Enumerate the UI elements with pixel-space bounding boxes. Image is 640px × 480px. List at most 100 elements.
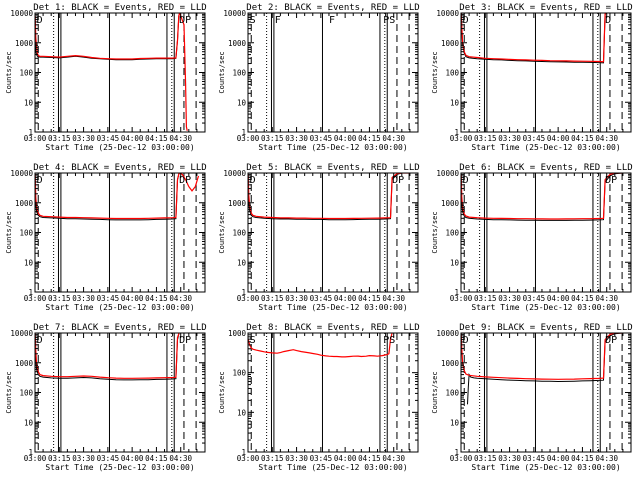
event-marker-label: PS (383, 335, 395, 346)
y-axis-label: Counts/sec (218, 371, 226, 413)
x-tick-label: 03:00 (24, 454, 47, 463)
event-marker-label: PS (383, 15, 395, 26)
event-marker-label: D (37, 335, 43, 346)
x-tick-label: 04:00 (121, 294, 144, 303)
event-marker-label: DP (179, 175, 191, 186)
x-tick-label: 03:45 (523, 134, 546, 143)
x-tick-label: 03:45 (310, 454, 333, 463)
y-tick-label: 1 (241, 448, 246, 457)
y-tick-label: 10 (237, 258, 247, 267)
chart-title: Det 7: BLACK = Events, RED = LLD (33, 323, 206, 333)
x-tick-label: 04:15 (145, 294, 168, 303)
chart-title: Det 8: BLACK = Events, RED = LLD (246, 323, 419, 333)
x-axis-label: Start Time (25-Dec-12 03:00:00) (45, 303, 194, 312)
y-tick-label: 10 (450, 98, 460, 107)
x-tick-label: 03:00 (24, 294, 47, 303)
series-line-lld (248, 333, 393, 358)
event-marker-label: D (463, 15, 469, 26)
y-axis-label: Counts/sec (431, 51, 439, 93)
series-line-lld (35, 13, 188, 131)
x-tick-label: 04:00 (121, 134, 144, 143)
x-tick-label: 03:30 (285, 294, 308, 303)
x-tick-label: 03:30 (285, 454, 308, 463)
chart-title: Det 1: BLACK = Events, RED = LLD (33, 3, 206, 13)
y-tick-label: 1000 (441, 39, 460, 48)
y-tick-label: 10000 (223, 169, 246, 178)
x-tick-label: 04:30 (382, 454, 405, 463)
y-axis-label: Counts/sec (5, 211, 13, 253)
y-axis-label: Counts/sec (218, 211, 226, 253)
x-axis-label: Start Time (25-Dec-12 03:00:00) (45, 463, 194, 472)
x-tick-label: 04:00 (334, 294, 357, 303)
y-tick-label: 1 (241, 288, 246, 297)
y-tick-label: 100 (445, 389, 459, 398)
panel-det-3: Det 3: BLACK = Events, RED = LLD D D 1 10 100… (431, 3, 633, 152)
x-tick-label: 04:15 (358, 134, 381, 143)
y-tick-label: 1 (28, 288, 33, 297)
x-tick-label: 03:15 (48, 294, 71, 303)
series-line-events (35, 13, 181, 61)
x-tick-label: 04:00 (547, 294, 570, 303)
y-tick-label: 1000 (228, 329, 247, 338)
x-tick-label: 03:00 (237, 454, 260, 463)
x-tick-label: 04:15 (145, 454, 168, 463)
y-tick-label: 1 (454, 448, 459, 457)
event-marker-label: DP (605, 335, 617, 346)
y-tick-label: 1 (454, 288, 459, 297)
x-tick-label: 03:30 (498, 454, 521, 463)
x-tick-label: 04:30 (595, 134, 618, 143)
x-tick-label: 03:45 (310, 134, 333, 143)
y-tick-label: 100 (445, 69, 459, 78)
panel-det-7: Det 7: BLACK = Events, RED = LLD D DP 1 10 10… (5, 323, 207, 472)
event-marker-label: DP (179, 335, 191, 346)
y-tick-label: 100 (19, 69, 33, 78)
x-tick-label: 03:15 (474, 454, 497, 463)
series-line-lld (461, 173, 623, 220)
series-line-events (35, 333, 180, 381)
y-axis-label: Counts/sec (431, 211, 439, 253)
y-tick-label: 1 (454, 128, 459, 137)
chart-title: Det 4: BLACK = Events, RED = LLD (33, 163, 206, 173)
event-marker-label: S (250, 15, 256, 26)
x-tick-label: 03:30 (285, 134, 308, 143)
panel-det-9: Det 9: BLACK = Events, RED = LLD D DP 1 10 10… (431, 323, 633, 472)
panel-det-4: Det 4: BLACK = Events, RED = LLD D DP 1 10 10… (5, 163, 207, 312)
chart-title: Det 6: BLACK = Events, RED = LLD (459, 163, 632, 173)
x-tick-label: 03:30 (72, 294, 95, 303)
x-tick-label: 04:15 (571, 454, 594, 463)
x-tick-label: 04:30 (169, 294, 192, 303)
y-tick-label: 10000 (10, 169, 33, 178)
event-marker-label: D (463, 335, 469, 346)
series-line-lld (35, 333, 180, 379)
y-tick-label: 10000 (10, 9, 33, 18)
x-tick-label: 03:15 (261, 294, 284, 303)
y-tick-label: 1000 (228, 199, 247, 208)
x-axis-label: Start Time (25-Dec-12 03:00:00) (45, 143, 194, 152)
x-tick-label: 04:30 (169, 454, 192, 463)
event-marker-label: DP (392, 175, 404, 186)
x-tick-label: 04:15 (145, 134, 168, 143)
y-tick-label: 1000 (15, 199, 34, 208)
series-line-lld (248, 173, 410, 220)
series-line-lld (461, 13, 607, 63)
event-marker-label: D (37, 15, 43, 26)
y-tick-label: 10 (24, 258, 34, 267)
y-tick-label: 100 (445, 229, 459, 238)
y-tick-label: 1000 (228, 39, 247, 48)
chart-title: Det 5: BLACK = Events, RED = LLD (246, 163, 419, 173)
event-marker-label: F (329, 15, 335, 26)
chart-title: Det 9: BLACK = Events, RED = LLD (459, 323, 632, 333)
series-line-lld (461, 333, 623, 380)
y-tick-label: 1000 (15, 39, 34, 48)
x-tick-label: 03:45 (97, 454, 120, 463)
x-axis-label: Start Time (25-Dec-12 03:00:00) (258, 143, 407, 152)
event-marker-label: D (463, 175, 469, 186)
event-marker-label: D (250, 175, 256, 186)
y-tick-label: 10 (237, 408, 247, 417)
x-tick-label: 04:00 (334, 454, 357, 463)
y-tick-label: 100 (232, 369, 246, 378)
x-tick-label: 03:30 (72, 134, 95, 143)
series-line-events (461, 173, 623, 221)
y-tick-label: 10000 (10, 329, 33, 338)
y-tick-label: 100 (19, 389, 33, 398)
